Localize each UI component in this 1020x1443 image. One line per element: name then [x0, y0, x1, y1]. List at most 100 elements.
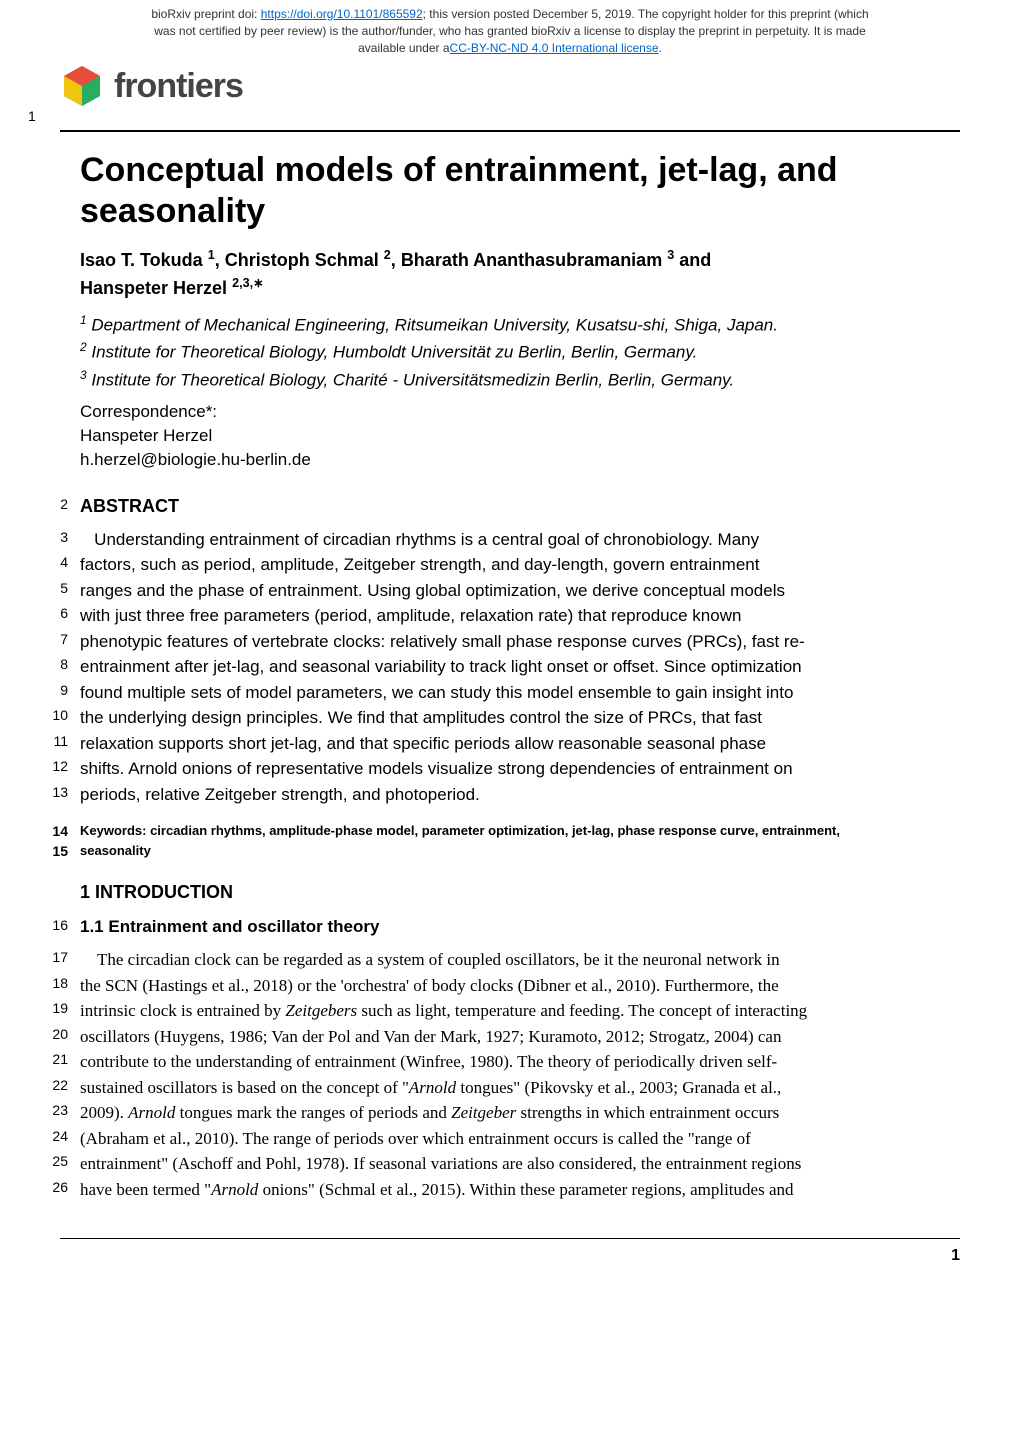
line-number: 21: [34, 1049, 68, 1070]
line-number: 13: [34, 782, 68, 803]
affil-text: Institute for Theoretical Biology, Humbo…: [87, 343, 698, 362]
body-line: Zeitgebers: [285, 1001, 357, 1020]
line-number: 12: [34, 756, 68, 777]
abstract-line: Zeitgeber: [205, 785, 277, 804]
abstract-line: phenotypic features of vertebrate clocks…: [80, 632, 805, 651]
affiliation: 1 Department of Mechanical Engineering, …: [80, 312, 960, 337]
preprint-watermark: bioRxiv preprint doi: https://doi.org/10…: [0, 0, 1020, 62]
author-sup: 2: [384, 248, 391, 262]
frontiers-logo-icon: [60, 64, 104, 108]
watermark-text: was not certified by peer review) is the…: [154, 24, 866, 38]
intro-body: 17 The circadian clock can be regarded a…: [80, 947, 960, 1202]
line-number: 20: [34, 1024, 68, 1045]
line-number: 7: [34, 629, 68, 650]
body-line: oscillators (Huygens, 1986; Van der Pol …: [80, 1027, 781, 1046]
abstract-body: 3 Understanding entrainment of circadian…: [80, 527, 960, 808]
body-line: the SCN (Hastings et al., 2018) or the '…: [80, 976, 779, 995]
abstract-line: shifts.: [80, 759, 128, 778]
body-line: Arnold: [128, 1103, 175, 1122]
author-list: Isao T. Tokuda 1, Christoph Schmal 2, Bh…: [80, 246, 960, 302]
body-line: sustained oscillators is based on the co…: [80, 1078, 409, 1097]
author-name: Bharath Ananthasubramaniam: [401, 250, 662, 270]
affil-text: Institute for Theoretical Biology, Chari…: [87, 371, 735, 390]
author-sup: 1: [208, 248, 215, 262]
author-sup: 2,3,∗: [232, 276, 264, 290]
abstract-line: relaxation supports short jet-lag, and t…: [80, 734, 766, 753]
line-number: 5: [34, 578, 68, 599]
body-line: contribute to the understanding of entra…: [80, 1052, 777, 1071]
footer-rule: [60, 1238, 960, 1239]
abstract-line: with just three free parameters (period,…: [80, 606, 741, 625]
subsection-heading: 1.1 Entrainment and oscillator theory: [80, 917, 960, 937]
abstract-line: periods, relative: [80, 785, 205, 804]
keywords-line: seasonality: [80, 843, 151, 858]
body-line: have been termed ": [80, 1180, 211, 1199]
affil-sup: 3: [80, 368, 87, 382]
line-number: 19: [34, 998, 68, 1019]
line-number: 14: [34, 821, 68, 842]
abstract-line: onions of representative models visualiz…: [177, 759, 792, 778]
line-number: 2: [34, 496, 68, 512]
line-number: 9: [34, 680, 68, 701]
article-title: Conceptual models of entrainment, jet-la…: [80, 150, 960, 232]
and-text: and: [674, 250, 711, 270]
body-line: 2009).: [80, 1103, 128, 1122]
line-number: 15: [34, 841, 68, 862]
line-number: 4: [34, 552, 68, 573]
abstract-line: the underlying design principles. We fin…: [80, 708, 762, 727]
keywords-line: Keywords: circadian rhythms, amplitude-p…: [80, 823, 840, 838]
line-number: 6: [34, 603, 68, 624]
line-number: 22: [34, 1075, 68, 1096]
abstract-line: factors, such as period, amplitude,: [80, 555, 344, 574]
line-number: 24: [34, 1126, 68, 1147]
line-number: 10: [34, 705, 68, 726]
watermark-text: available under a: [358, 41, 449, 55]
affil-text: Department of Mechanical Engineering, Ri…: [87, 316, 778, 335]
body-line: Zeitgeber: [451, 1103, 516, 1122]
header-rule: [60, 130, 960, 132]
correspondence-block: Correspondence*: Hanspeter Herzel h.herz…: [80, 400, 960, 471]
introduction-heading: 1 INTRODUCTION: [80, 882, 960, 903]
body-line: onions" (Schmal et al., 2015). Within th…: [258, 1180, 793, 1199]
body-line: tongues mark the ranges of periods and: [175, 1103, 451, 1122]
watermark-text: .: [659, 41, 662, 55]
affil-sup: 2: [80, 340, 87, 354]
line-number: 16: [34, 917, 68, 933]
abstract-line: strength, and day-length, govern entrain…: [415, 555, 759, 574]
abstract-line: Arnold: [128, 759, 177, 778]
abstract-line: Zeitgeber: [344, 555, 416, 574]
abstract-line: entrainment after jet-lag, and seasonal …: [80, 657, 802, 676]
line-number: 26: [34, 1177, 68, 1198]
line-number: 11: [34, 731, 68, 752]
license-link[interactable]: CC-BY-NC-ND 4.0 International license: [450, 41, 659, 55]
body-line: Arnold: [211, 1180, 258, 1199]
line-number: 17: [34, 947, 68, 968]
correspondence-label: Correspondence*:: [80, 402, 217, 421]
abstract-line: Understanding entrainment of circadian r…: [94, 530, 759, 549]
body-line: (Abraham et al., 2010). The range of per…: [80, 1129, 751, 1148]
keywords-block: 14Keywords: circadian rhythms, amplitude…: [80, 821, 960, 860]
affil-sup: 1: [80, 313, 87, 327]
frontiers-logo: frontiers: [60, 64, 243, 108]
abstract-line: strength, and photoperiod.: [277, 785, 480, 804]
author-name: Hanspeter Herzel: [80, 278, 227, 298]
body-line: tongues" (Pikovsky et al., 2003; Granada…: [456, 1078, 781, 1097]
abstract-line: found multiple sets of model parameters,…: [80, 683, 793, 702]
body-line: strengths in which entrainment occurs: [516, 1103, 779, 1122]
body-line: entrainment" (Aschoff and Pohl, 1978). I…: [80, 1154, 801, 1173]
watermark-text: bioRxiv preprint doi:: [151, 7, 260, 21]
frontiers-logo-text: frontiers: [114, 67, 243, 106]
body-line: such as light, temperature and feeding. …: [357, 1001, 807, 1020]
body-line: The circadian clock can be regarded as a…: [97, 950, 780, 969]
author-name: Christoph Schmal: [225, 250, 379, 270]
correspondence-email: h.herzel@biologie.hu-berlin.de: [80, 450, 311, 469]
line-number: 8: [34, 654, 68, 675]
correspondence-name: Hanspeter Herzel: [80, 426, 212, 445]
author-name: Isao T. Tokuda: [80, 250, 203, 270]
watermark-text: ; this version posted December 5, 2019. …: [423, 7, 869, 21]
doi-link[interactable]: https://doi.org/10.1101/865592: [261, 7, 423, 21]
line-number: 25: [34, 1151, 68, 1172]
line-number: 18: [34, 973, 68, 994]
line-number: 23: [34, 1100, 68, 1121]
line-number: 1: [0, 108, 1020, 124]
